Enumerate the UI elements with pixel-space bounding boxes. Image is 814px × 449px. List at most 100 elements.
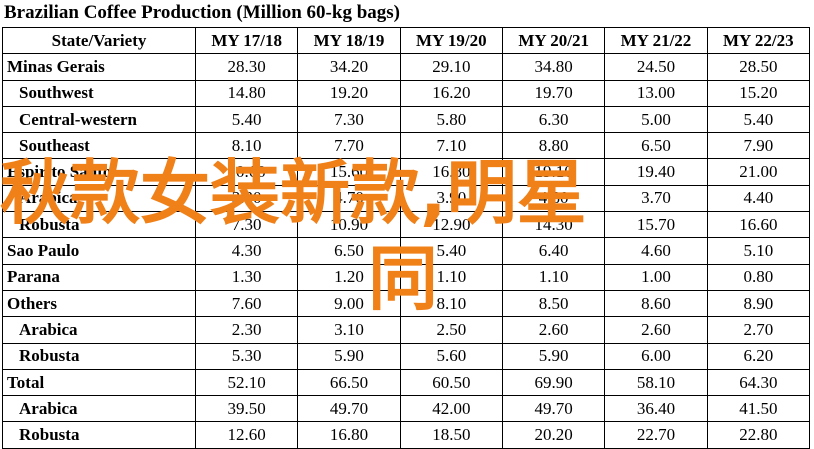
cell: 5.30 (194, 342, 299, 370)
column-header: MY 22/23 (706, 26, 811, 55)
cell: 3.70 (604, 184, 708, 213)
row-label: Sao Paulo (2, 237, 196, 265)
cell: 69.90 (501, 368, 606, 397)
cell: 34.80 (501, 53, 606, 81)
cell: 19.70 (501, 79, 606, 107)
cell: 15.60 (297, 158, 401, 186)
cell: 12.60 (194, 421, 299, 449)
cell: 52.10 (194, 368, 299, 397)
cell: 28.30 (194, 53, 299, 81)
cell: 2.70 (706, 316, 811, 344)
cell: 16.20 (399, 79, 503, 107)
row-label: Minas Gerais (2, 53, 196, 81)
table-row: Arabica 39.50 49.70 42.00 49.70 36.40 41.50 (2, 395, 811, 423)
cell: 36.40 (604, 395, 708, 423)
data-table: State/Variety MY 17/18 MY 18/19 MY 19/20 MY … (2, 26, 811, 449)
cell: 3.10 (297, 316, 401, 344)
cell: 5.80 (399, 105, 503, 134)
watermark-line-1: 秋款女装新款,明星 (0, 152, 587, 234)
cell: 42.00 (399, 395, 503, 423)
watermark-line-2: 同 (368, 238, 438, 320)
cell: 4.60 (604, 237, 708, 265)
cell: 66.50 (297, 368, 401, 397)
cell: 41.50 (706, 395, 811, 423)
cell: 18.50 (399, 421, 503, 449)
row-label: Others (2, 289, 196, 318)
row-label: Arabica (2, 184, 196, 213)
table-row: Central-western 5.40 7.30 5.80 6.30 5.00 5.40 (2, 105, 811, 134)
row-label: Central-western (2, 105, 196, 134)
cell: 8.50 (501, 289, 606, 318)
cell: 5.60 (399, 342, 503, 370)
table-row: Total 52.10 66.50 60.50 69.90 58.10 64.30 (2, 368, 811, 397)
cell: 1.10 (501, 263, 606, 291)
cell: 5.90 (297, 342, 401, 370)
cell: 5.90 (501, 342, 606, 370)
column-header: MY 21/22 (604, 26, 708, 55)
column-header: MY 17/18 (194, 26, 299, 55)
cell: 15.20 (706, 79, 811, 107)
cell: 0.80 (706, 263, 811, 291)
row-label: Robusta (2, 342, 196, 370)
cell: 39.50 (194, 395, 299, 423)
cell: 5.40 (706, 105, 811, 134)
cell: 6.00 (604, 342, 708, 370)
cell: 22.70 (604, 421, 708, 449)
column-header: MY 18/19 (297, 26, 401, 55)
column-header: MY 20/21 (501, 26, 606, 55)
cell: 29.10 (399, 53, 503, 81)
cell: 28.50 (706, 53, 811, 81)
cell: 4.30 (194, 237, 299, 265)
table-row: Arabica 2.30 3.10 2.50 2.60 2.60 2.70 (2, 316, 811, 344)
cell: 7.30 (297, 105, 401, 134)
cell: 2.60 (604, 316, 708, 344)
table-row: Minas Gerais 28.30 34.20 29.10 34.80 24.50 28.… (2, 53, 811, 81)
cell: 16.80 (399, 158, 503, 186)
row-label: Arabica (2, 316, 196, 344)
cell: 64.30 (706, 368, 811, 397)
cell: 13.00 (604, 79, 708, 107)
cell: 6.30 (501, 105, 606, 134)
cell: 1.00 (604, 263, 708, 291)
row-label: Parana (2, 263, 196, 291)
cell: 5.00 (604, 105, 708, 134)
cell: 2.30 (194, 316, 299, 344)
cell: 5.40 (194, 105, 299, 134)
cell: 8.10 (194, 132, 299, 160)
cell: 49.70 (501, 395, 606, 423)
cell: 8.60 (604, 289, 708, 318)
column-header: State/Variety (2, 26, 196, 55)
table-row: Robusta 7.30 10.90 12.90 14.30 15.70 16.60 (2, 211, 811, 239)
column-header: MY 19/20 (399, 26, 503, 55)
cell: 7.70 (297, 132, 401, 160)
row-label: Robusta (2, 211, 196, 239)
cell: 5.10 (706, 237, 811, 265)
cell: 4.70 (297, 184, 401, 213)
header-row: State/Variety MY 17/18 MY 18/19 MY 19/20 MY … (2, 26, 811, 55)
table-row: Sao Paulo 4.30 6.50 5.40 6.40 4.60 5.10 (2, 237, 811, 265)
cell: 34.20 (297, 53, 401, 81)
cell: 7.60 (194, 289, 299, 318)
table-row: Espirito Santo 10.60 15.60 16.80 19.10 19.40 2… (2, 158, 811, 186)
cell: 2.50 (399, 316, 503, 344)
cell: 19.40 (604, 158, 708, 186)
cell: 60.50 (399, 368, 503, 397)
table-row: Robusta 12.60 16.80 18.50 20.20 22.70 22.80 (2, 421, 811, 449)
row-label: Espirito Santo (2, 158, 196, 186)
cell: 2.60 (501, 316, 606, 344)
cell: 16.60 (706, 211, 811, 239)
cell: 19.10 (501, 158, 606, 186)
cell: 1.30 (194, 263, 299, 291)
cell: 21.00 (706, 158, 811, 186)
cell: 49.70 (297, 395, 401, 423)
table-title: Brazilian Coffee Production (Million 60-… (4, 2, 400, 23)
cell: 16.80 (297, 421, 401, 449)
row-label: Robusta (2, 421, 196, 449)
cell: 3.30 (194, 184, 299, 213)
cell: 8.80 (501, 132, 606, 160)
cell: 20.20 (501, 421, 606, 449)
row-label: Total (2, 368, 196, 397)
cell: 1.10 (399, 263, 503, 291)
cell: 22.80 (706, 421, 811, 449)
cell: 6.20 (706, 342, 811, 370)
